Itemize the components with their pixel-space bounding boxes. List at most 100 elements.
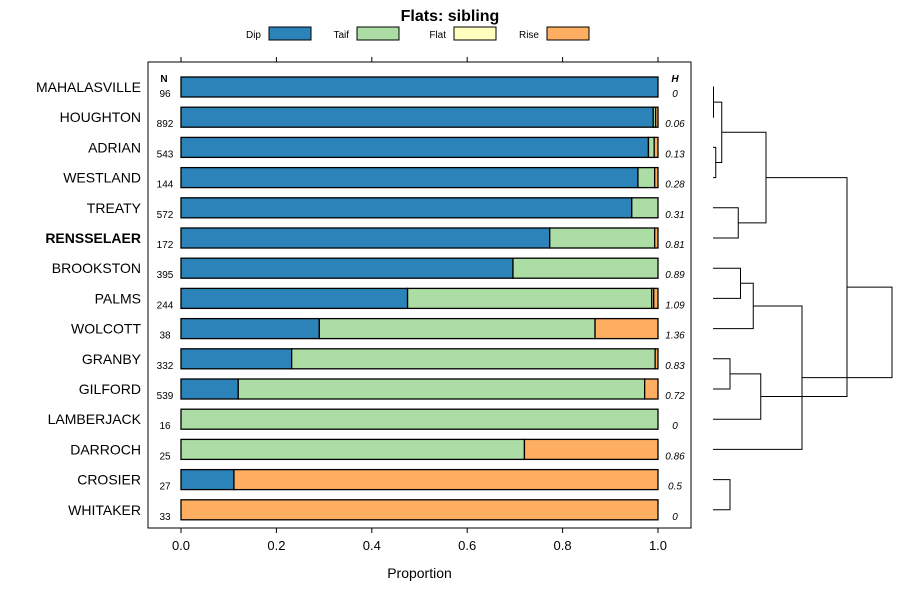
bar-segment-rise — [654, 348, 659, 370]
row-label: HOUGHTON — [60, 109, 141, 125]
bar-segment-dip — [180, 378, 239, 400]
row-label: PALMS — [95, 290, 141, 306]
row-h-value: 0.28 — [665, 180, 685, 191]
bar-segment-rise — [653, 136, 659, 159]
row-h-value: 0.72 — [665, 391, 685, 402]
bar-segment-taif — [637, 166, 656, 189]
dendrogram-link — [713, 373, 762, 420]
dendrogram-link — [713, 207, 739, 239]
bar-segment-rise — [653, 287, 659, 310]
legend-swatch-taif — [356, 26, 400, 41]
bar-segment-dip — [180, 348, 293, 370]
n-column: N 96 892 543 144 572 172 395 244 38 332 539 16 25 27 33 — [157, 74, 174, 523]
x-tick-label: 1.0 — [649, 538, 667, 553]
row-n-value: 892 — [157, 119, 174, 130]
bar-segment-rise — [523, 438, 659, 461]
h-header: H — [671, 74, 679, 85]
bar-segment-dip — [180, 106, 654, 128]
legend-label-taif: Taif — [333, 30, 349, 41]
row-label: GILFORD — [79, 381, 141, 397]
bar-segment-dip — [180, 136, 650, 159]
row-n-value: 27 — [159, 482, 171, 493]
dendrogram-link — [760, 177, 848, 398]
row-h-value: 0.5 — [668, 482, 682, 493]
row-label: BROOKSTON — [52, 260, 141, 276]
h-column: H 0 0.06 0.13 0.28 0.31 0.81 0.89 1.09 1.36 0.83 0.… — [665, 74, 685, 523]
bar-segment-dip — [180, 468, 235, 491]
bar-segment-rise — [180, 499, 659, 521]
bar-segment-taif — [180, 438, 526, 461]
row-h-value: 0.83 — [665, 361, 685, 372]
row-label: WHITAKER — [68, 502, 141, 518]
bar-segment-dip — [180, 257, 514, 279]
x-tick-label: 0.0 — [172, 538, 190, 553]
legend-label-dip: Dip — [246, 30, 261, 41]
row-label: ADRIAN — [88, 139, 141, 155]
bar-segment-taif — [647, 136, 655, 159]
plot-panel — [147, 61, 692, 529]
bar-segment-dip — [180, 197, 633, 219]
row-label: CROSIER — [77, 472, 141, 488]
row-labels: MAHALASVILLE HOUGHTON ADRIAN WESTLAND TREATY… — [36, 79, 142, 518]
dendrogram-link — [721, 131, 767, 224]
row-label: LAMBERJACK — [48, 411, 142, 427]
x-tick-label: 0.8 — [554, 538, 572, 553]
bar-segment-rise — [594, 317, 659, 340]
x-tick-label: 0.6 — [458, 538, 476, 553]
legend-swatch-flat — [453, 26, 497, 41]
row-h-value: 0.89 — [665, 270, 685, 281]
row-label: GRANBY — [82, 351, 142, 367]
row-h-value: 0.06 — [665, 119, 685, 130]
row-h-value: 1.09 — [665, 300, 685, 311]
chart-title: Flats: sibling — [401, 8, 500, 25]
dendrogram-link — [713, 479, 731, 511]
row-label: WESTLAND — [63, 170, 141, 186]
dendrogram-link — [713, 358, 731, 390]
row-h-value: 0.81 — [665, 240, 684, 251]
bar-segment-rise — [654, 166, 659, 189]
dendrogram-link — [713, 86, 714, 118]
x-axis-title: Proportion — [387, 565, 452, 581]
row-h-value: 1.36 — [665, 331, 685, 342]
bar-segment-taif — [549, 227, 656, 249]
bar-segment-rise — [233, 468, 659, 491]
row-n-value: 572 — [157, 210, 174, 221]
bar-segment-taif — [318, 317, 596, 340]
x-tick-label: 0.4 — [363, 538, 381, 553]
bar-segment-taif — [631, 197, 659, 219]
row-h-value: 0 — [672, 89, 678, 100]
row-n-value: 539 — [157, 391, 174, 402]
dendrogram-link — [713, 305, 803, 450]
row-n-value: 144 — [157, 180, 174, 191]
n-header: N — [160, 74, 167, 85]
row-h-value: 0.31 — [665, 210, 684, 221]
legend: Dip Taif Flat Rise — [246, 26, 590, 41]
row-n-value: 38 — [159, 331, 171, 342]
dendrogram-link — [713, 282, 754, 330]
row-h-value: 0 — [672, 512, 678, 523]
bar-segment-taif — [180, 408, 659, 430]
dendrogram-link — [713, 101, 723, 163]
x-tick-label: 0.2 — [267, 538, 285, 553]
bar-segment-rise — [643, 378, 659, 400]
bar-segment-dip — [180, 166, 639, 189]
bar-segment-taif — [406, 287, 653, 310]
bar-segment-rise — [654, 106, 659, 128]
bar-segment-dip — [180, 317, 320, 340]
bar-segment-rise — [654, 227, 659, 249]
bar-segment-dip — [180, 227, 551, 249]
row-n-value: 96 — [159, 89, 171, 100]
row-n-value: 332 — [157, 361, 174, 372]
row-label: DARROCH — [70, 441, 141, 457]
row-n-value: 33 — [159, 512, 171, 523]
row-n-value: 543 — [157, 149, 174, 160]
dendrogram — [713, 86, 893, 511]
dendrogram-link — [713, 146, 717, 179]
row-n-value: 395 — [157, 270, 174, 281]
legend-label-flat: Flat — [429, 30, 446, 41]
row-n-value: 25 — [159, 451, 171, 462]
row-label: WOLCOTT — [71, 321, 141, 337]
row-label: RENSSELAER — [45, 230, 141, 246]
bar-segment-taif — [291, 348, 656, 370]
